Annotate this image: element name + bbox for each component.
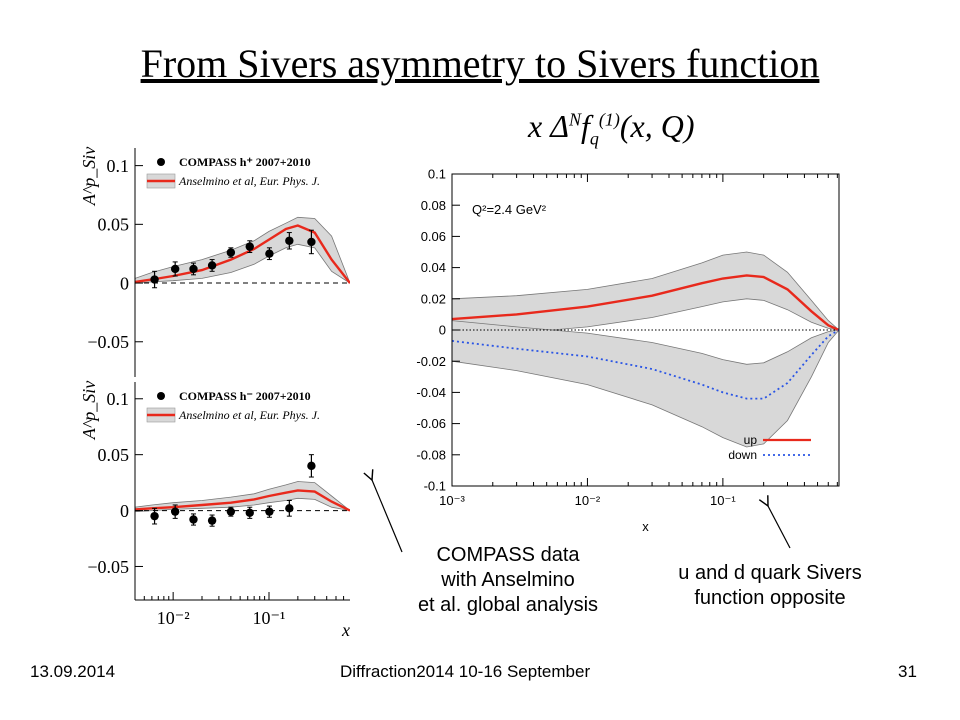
y-tick-label: -0.02 — [416, 354, 446, 369]
formula-sub-q: q — [589, 128, 599, 149]
y-tick-label: 0.04 — [421, 260, 446, 275]
chart-bottom-left: 0.1 0.05 0 −0.05 10⁻² 10⁻¹ x A^p_Siv COMPASS h⁻ … — [79, 381, 350, 640]
plot-area — [135, 454, 350, 527]
data-point — [170, 507, 180, 516]
footer-page: 31 — [898, 662, 917, 681]
data-point — [285, 236, 294, 245]
legend-marker-data — [157, 392, 165, 400]
data-point — [170, 264, 180, 274]
y-tick-label: 0.1 — [428, 167, 446, 182]
y-tick-label: 0.06 — [421, 229, 446, 244]
data-point — [150, 511, 159, 521]
sivers-formula: x ΔNfq(1)(x, Q) — [528, 108, 695, 149]
data-point — [265, 507, 274, 516]
legend-label-down: down — [728, 448, 757, 462]
note-quarks-line: u and d quark Sivers — [678, 562, 862, 584]
legend-label-theory: Anselmino et al, Eur. Phys. J. — [178, 408, 320, 422]
y-tick-label: 0.1 — [107, 156, 130, 176]
data-point — [226, 248, 236, 257]
data-point — [207, 261, 217, 270]
x-axis-label: x — [642, 519, 649, 534]
note-quarks-line: function opposite — [694, 587, 846, 609]
legend-label-up: up — [744, 433, 758, 447]
note-compass-line: et al. global analysis — [417, 594, 599, 616]
chart-right: 0.1 0.08 0.06 0.04 0.02 0 -0.02 -0.04 -0.06 -0.08… — [416, 167, 840, 534]
data-point — [207, 516, 217, 525]
arrow-right — [768, 506, 791, 549]
data-point — [189, 515, 198, 524]
data-point — [226, 507, 236, 516]
y-tick-label: 0.05 — [98, 215, 130, 235]
plot-area — [452, 251, 839, 448]
slide-title: From Sivers asymmetry to Sivers function — [140, 41, 820, 86]
data-point — [265, 249, 274, 258]
x-tick-label: 10⁻² — [575, 493, 601, 508]
uncertainty-band — [135, 481, 350, 513]
y-axis-label: A^p_Siv — [79, 147, 99, 207]
x-tick-label: 10⁻³ — [439, 493, 465, 508]
y-tick-label: 0.02 — [421, 291, 446, 306]
y-tick-label: -0.1 — [424, 479, 446, 494]
y-tick-label: 0 — [120, 273, 129, 293]
formula-f: f — [581, 108, 590, 144]
x-tick-label: 10⁻¹ — [253, 608, 286, 628]
chart-top-left: 0.1 0.05 0 −0.05 A^p_Siv COMPASS h⁺ 2007+2010… — [79, 147, 350, 377]
y-tick-label: 0.05 — [98, 445, 130, 465]
formula-args: (x, Q) — [619, 108, 695, 144]
footer-date: 13.09.2014 — [30, 662, 116, 681]
uncertainty-band — [452, 320, 839, 448]
legend-label-theory: Anselmino et al, Eur. Phys. J. — [178, 174, 320, 188]
note-compass-line: COMPASS data — [436, 544, 580, 566]
series-up — [452, 274, 839, 332]
note-compass: COMPASS data with Anselmino et al. globa… — [378, 543, 638, 618]
data-point — [245, 242, 254, 251]
data-point — [245, 508, 254, 517]
x-axis-label: x — [341, 620, 350, 640]
data-point — [285, 504, 294, 513]
formula-sup-1: (1) — [598, 109, 620, 130]
y-tick-label: -0.06 — [416, 416, 446, 431]
y-tick-label: -0.08 — [416, 447, 446, 462]
formula-sup-n: N — [568, 109, 581, 130]
formula-lead: x Δ — [528, 108, 569, 144]
uncertainty-band — [135, 216, 350, 284]
y-tick-label: 0 — [120, 501, 129, 521]
x-tick-label: 10⁻² — [157, 608, 190, 628]
y-tick-label: −0.05 — [87, 332, 129, 352]
note-compass-line: with Anselmino — [441, 569, 575, 591]
legend-label-data: COMPASS h⁻ 2007+2010 — [179, 389, 311, 403]
y-axis-label: A^p_Siv — [79, 381, 99, 441]
footer-event: Diffraction2014 10-16 September — [340, 662, 591, 681]
y-tick-label: 0.08 — [421, 198, 446, 213]
chart-annotation: Q²=2.4 GeV² — [472, 202, 547, 217]
plot-area — [135, 216, 350, 289]
data-point — [307, 237, 316, 247]
y-tick-label: 0.1 — [107, 389, 130, 409]
data-point — [307, 461, 316, 471]
x-tick-label: 10⁻¹ — [710, 493, 736, 508]
y-tick-label: 0 — [439, 323, 446, 338]
note-quarks: u and d quark Sivers function opposite — [640, 561, 900, 611]
theory-curve — [135, 224, 350, 284]
data-point — [189, 264, 198, 274]
legend-marker-data — [157, 158, 165, 166]
y-tick-label: −0.05 — [87, 557, 129, 577]
legend-label-data: COMPASS h⁺ 2007+2010 — [179, 155, 311, 169]
data-point — [150, 275, 159, 284]
y-tick-label: -0.04 — [416, 385, 446, 400]
arrow-left — [372, 480, 403, 553]
theory-curve — [135, 489, 350, 512]
